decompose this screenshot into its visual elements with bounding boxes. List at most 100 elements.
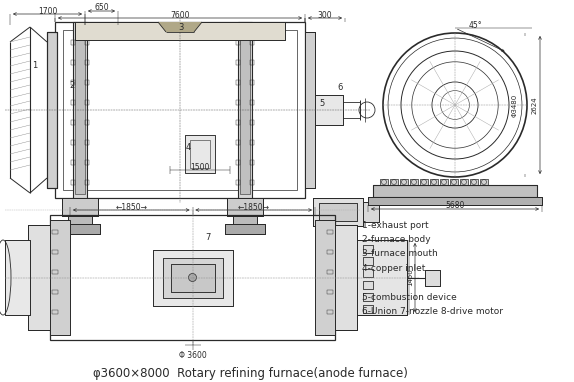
Bar bbox=[305, 32, 315, 188]
Text: 4: 4 bbox=[185, 144, 191, 152]
Bar bbox=[363, 245, 373, 253]
Bar bbox=[363, 202, 379, 222]
Text: φ3600×8000  Rotary refining furnace(anode furnace): φ3600×8000 Rotary refining furnace(anode… bbox=[92, 366, 408, 379]
Bar bbox=[327, 290, 333, 294]
Bar bbox=[335, 225, 357, 330]
Bar bbox=[63, 30, 297, 190]
Bar bbox=[420, 179, 428, 185]
Text: 6: 6 bbox=[338, 84, 343, 92]
Bar bbox=[47, 32, 57, 188]
Text: 300: 300 bbox=[317, 10, 332, 19]
Bar bbox=[162, 257, 223, 298]
Bar bbox=[335, 225, 357, 330]
Bar bbox=[153, 249, 232, 306]
Bar bbox=[52, 230, 58, 234]
Bar bbox=[250, 60, 254, 65]
Bar bbox=[410, 179, 418, 185]
Bar bbox=[62, 198, 98, 216]
Text: 7: 7 bbox=[205, 233, 210, 241]
Bar bbox=[225, 224, 265, 234]
Text: ←1850→: ←1850→ bbox=[238, 202, 270, 212]
Bar bbox=[233, 216, 257, 224]
Bar bbox=[430, 179, 438, 185]
Bar bbox=[236, 120, 240, 125]
Bar bbox=[47, 32, 57, 188]
Bar bbox=[50, 220, 70, 335]
Bar bbox=[380, 179, 388, 185]
Text: Φ 3600: Φ 3600 bbox=[179, 351, 207, 359]
Text: 1450: 1450 bbox=[407, 269, 413, 286]
Bar bbox=[5, 240, 30, 315]
Bar bbox=[450, 179, 458, 185]
Bar bbox=[357, 240, 407, 315]
Bar bbox=[170, 264, 215, 291]
Bar bbox=[327, 250, 333, 254]
Bar bbox=[327, 270, 333, 274]
Text: 650: 650 bbox=[94, 3, 109, 13]
Bar bbox=[71, 120, 75, 125]
Bar bbox=[85, 180, 89, 185]
Bar bbox=[55, 22, 305, 198]
Bar bbox=[390, 179, 398, 185]
Bar bbox=[305, 32, 315, 188]
Bar bbox=[50, 215, 335, 340]
Text: 1700: 1700 bbox=[38, 6, 57, 16]
Bar bbox=[190, 140, 210, 168]
Bar bbox=[233, 216, 257, 224]
Bar bbox=[315, 220, 335, 335]
Bar bbox=[440, 179, 448, 185]
Bar bbox=[250, 80, 254, 85]
Bar bbox=[313, 198, 363, 226]
Bar bbox=[400, 179, 408, 185]
Bar bbox=[327, 310, 333, 314]
Text: 7600: 7600 bbox=[170, 10, 190, 19]
Bar bbox=[85, 60, 89, 65]
Bar bbox=[236, 60, 240, 65]
Text: 1500: 1500 bbox=[191, 163, 210, 173]
Bar bbox=[60, 224, 100, 234]
Bar bbox=[185, 135, 215, 173]
Bar bbox=[373, 185, 537, 197]
Bar bbox=[52, 290, 58, 294]
Bar bbox=[185, 135, 215, 173]
Bar bbox=[315, 95, 343, 125]
Bar bbox=[236, 80, 240, 85]
Text: 2: 2 bbox=[69, 81, 75, 89]
Bar bbox=[363, 245, 373, 253]
Text: 2624: 2624 bbox=[532, 96, 538, 114]
Bar bbox=[460, 179, 468, 185]
Polygon shape bbox=[158, 22, 202, 32]
Bar bbox=[71, 140, 75, 145]
Bar bbox=[373, 185, 537, 197]
Text: 2-furnace body: 2-furnace body bbox=[362, 235, 430, 244]
Bar bbox=[153, 249, 232, 306]
Bar bbox=[240, 26, 250, 194]
Bar bbox=[425, 269, 440, 285]
Bar bbox=[480, 179, 488, 185]
Bar bbox=[238, 22, 252, 198]
Text: 3-furnace mouth: 3-furnace mouth bbox=[362, 249, 438, 259]
Bar bbox=[250, 140, 254, 145]
Bar bbox=[319, 203, 357, 221]
Bar bbox=[250, 180, 254, 185]
Bar bbox=[357, 240, 407, 315]
Bar bbox=[5, 240, 30, 315]
Bar bbox=[250, 40, 254, 45]
Bar bbox=[52, 250, 58, 254]
Bar bbox=[236, 40, 240, 45]
Bar bbox=[363, 269, 373, 277]
Bar bbox=[85, 160, 89, 165]
Text: ←1850→: ←1850→ bbox=[115, 202, 148, 212]
Bar bbox=[225, 224, 265, 234]
Bar bbox=[236, 100, 240, 105]
Text: 3: 3 bbox=[179, 24, 184, 32]
Bar bbox=[62, 198, 98, 216]
Bar bbox=[73, 22, 87, 198]
Bar bbox=[327, 230, 333, 234]
Bar bbox=[170, 264, 215, 291]
Bar bbox=[315, 95, 343, 125]
Bar bbox=[363, 281, 373, 289]
Bar bbox=[470, 179, 478, 185]
Bar bbox=[363, 281, 373, 289]
Text: Φ3480: Φ3480 bbox=[512, 93, 518, 117]
